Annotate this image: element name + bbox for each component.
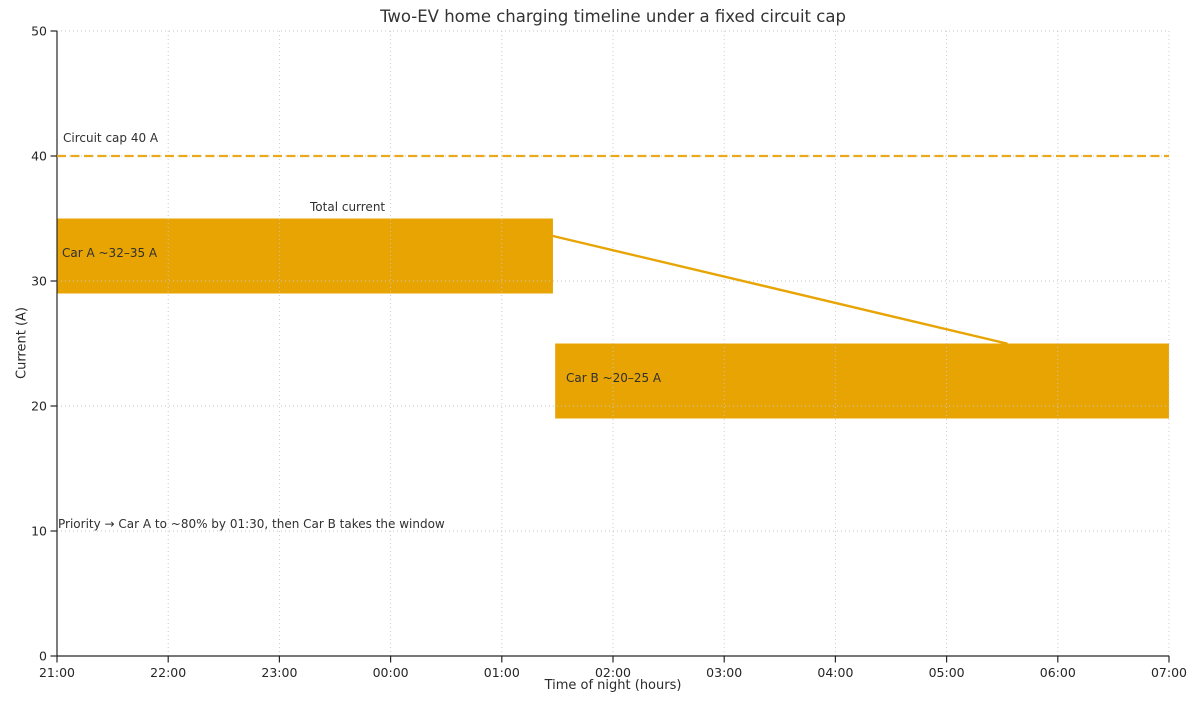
cap-line-label: Circuit cap 40 A — [63, 131, 159, 145]
y-axis-label: Current (A) — [14, 307, 30, 379]
x-tick-label: 06:00 — [1040, 665, 1076, 680]
total-line-label: Total current — [310, 200, 386, 214]
y-tick-label: 10 — [31, 524, 47, 539]
x-tick-label: 21:00 — [39, 665, 75, 680]
car-a-bar-label: Car A ~32–35 A — [62, 246, 158, 260]
y-tick-label: 0 — [39, 649, 47, 664]
y-tick-label: 20 — [31, 399, 47, 414]
y-tick-label: 50 — [31, 24, 47, 39]
chart-title: Two-EV home charging timeline under a fi… — [380, 7, 846, 26]
x-tick-label: 22:00 — [150, 665, 186, 680]
x-tick-label: 07:00 — [1151, 665, 1187, 680]
x-tick-label: 01:00 — [484, 665, 520, 680]
x-tick-label: 23:00 — [261, 665, 297, 680]
y-tick-label: 30 — [31, 274, 47, 289]
x-tick-label: 00:00 — [373, 665, 409, 680]
x-tick-label: 05:00 — [929, 665, 965, 680]
x-tick-label: 03:00 — [706, 665, 742, 680]
bar-car-a — [57, 218, 553, 294]
x-tick-label: 02:00 — [595, 665, 631, 680]
x-axis-label: Time of night (hours) — [544, 678, 682, 693]
priority-annotation: Priority → Car A to ~80% by 01:30, then … — [58, 517, 445, 531]
x-tick-label: 04:00 — [817, 665, 853, 680]
car-b-bar-label: Car B ~20–25 A — [566, 371, 662, 385]
y-tick-label: 40 — [31, 149, 47, 164]
line-total-current — [551, 234, 1008, 345]
